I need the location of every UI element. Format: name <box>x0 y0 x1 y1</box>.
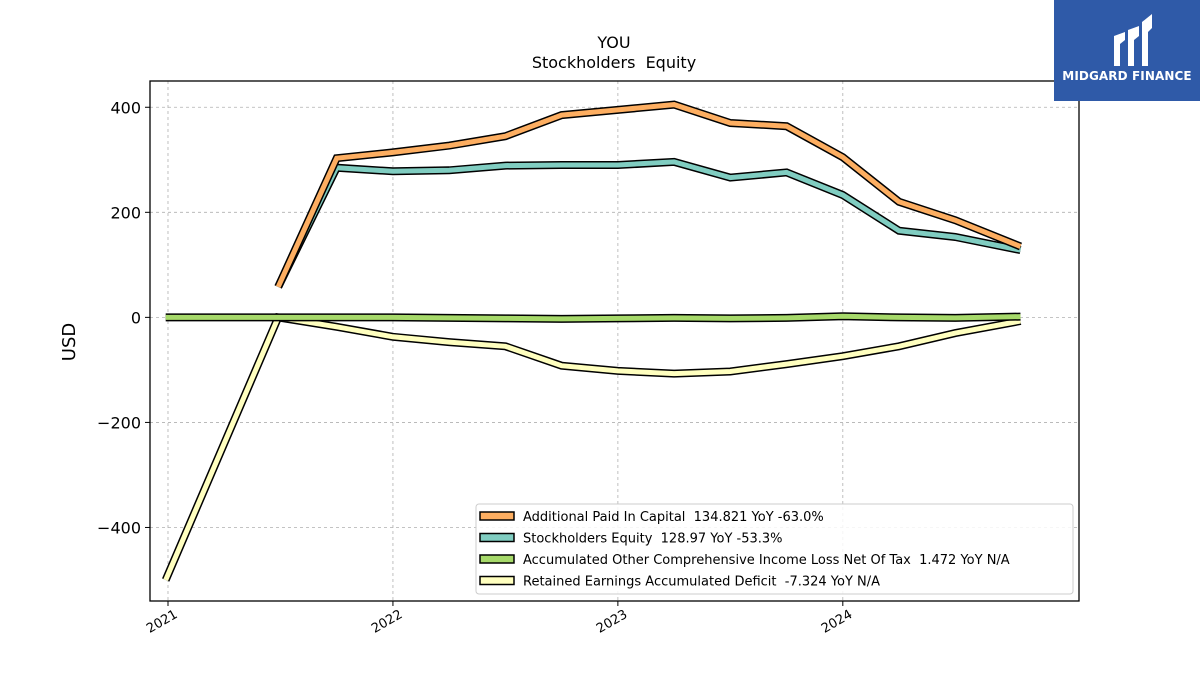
legend-swatch <box>479 532 515 543</box>
legend-swatch <box>479 575 515 586</box>
chart-title: YOU <box>596 33 630 52</box>
x-tick-label: 2023 <box>594 607 630 637</box>
stockholders-equity-outline <box>274 157 1022 289</box>
legend-box <box>475 503 1074 595</box>
accumulated-other-comprehensive-income-loss-net-of-tax-line <box>165 313 1021 322</box>
legend-label: Additional Paid In Capital 134.821 YoY -… <box>523 510 824 525</box>
legend-label: Retained Earnings Accumulated Deficit -7… <box>523 575 880 590</box>
legend-label: Accumulated Other Comprehensive Income L… <box>523 553 1010 568</box>
y-tick-label: −400 <box>97 518 141 537</box>
midgard-m-logo-icon <box>1114 14 1152 66</box>
legend-swatch <box>479 511 515 521</box>
midgard-finance-logo: MIDGARD FINANCE <box>1054 0 1200 101</box>
additional-paid-in-capital-line <box>275 102 1022 288</box>
y-tick-label: 400 <box>110 98 141 117</box>
additional-paid-in-capital-outline <box>274 100 1022 289</box>
plot-frame <box>149 80 1080 602</box>
y-tick-label: −200 <box>97 413 141 432</box>
y-tick-label: 0 <box>131 308 141 327</box>
legend: Additional Paid In Capital 134.821 YoY -… <box>475 503 1074 595</box>
logo-text: MIDGARD FINANCE <box>1062 69 1192 83</box>
retained-earnings-accumulated-deficit-line <box>163 314 1021 581</box>
y-tick-label: 200 <box>110 203 141 222</box>
x-tick-label: 2024 <box>819 607 855 637</box>
chart-subtitle: Stockholders Equity <box>532 53 696 72</box>
x-tick-label: 2021 <box>144 607 180 637</box>
x-tick-label: 2022 <box>369 607 405 637</box>
legend-swatch <box>479 554 515 564</box>
series-lines <box>162 100 1022 582</box>
legend-label: Stockholders Equity 128.97 YoY -53.3% <box>523 532 783 547</box>
stockholders-equity-line <box>275 159 1021 289</box>
y-axis-label: USD <box>59 323 80 361</box>
